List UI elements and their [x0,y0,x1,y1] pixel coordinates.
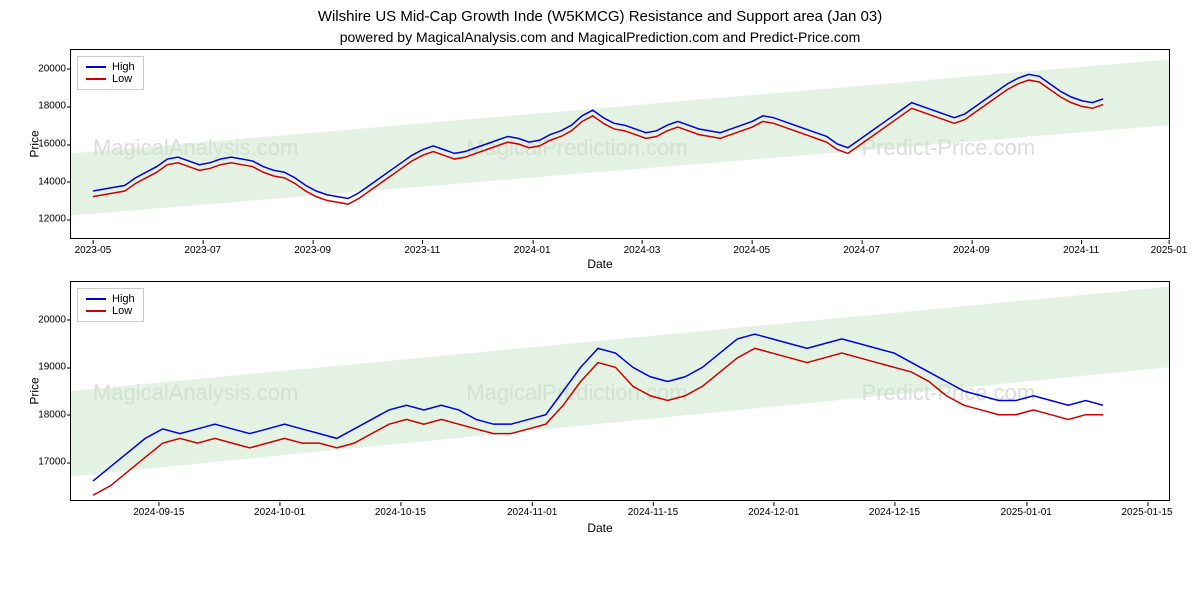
top-chart: High Low Price MagicalAnalysis.com Magic… [70,49,1170,239]
legend-high-line [86,298,106,300]
xtick: 2023-05 [75,245,112,256]
xtick: 2024-10-15 [375,507,426,518]
xtick: 2024-03 [624,245,661,256]
ytick: 20000 [26,63,66,74]
chart-title: Wilshire US Mid-Cap Growth Inde (W5KMCG)… [0,0,1200,25]
xtick: 2024-09 [953,245,990,256]
legend-bottom: High Low [77,288,144,322]
xlabel-top: Date [0,257,1200,271]
ytick: 14000 [26,176,66,187]
legend-low-label: Low [112,305,132,317]
xtick: 2025-01-01 [1001,507,1052,518]
xtick: 2024-11 [1063,245,1099,256]
xtick: 2023-11 [404,245,440,256]
xtick: 2024-11-15 [628,507,678,518]
xtick: 2025-01-15 [1121,507,1172,518]
ytick: 18000 [26,101,66,112]
ytick: 17000 [26,457,66,468]
xlabel-bottom: Date [0,521,1200,535]
bottom-chart: High Low Price MagicalAnalysis.com Magic… [70,281,1170,501]
ytick: 12000 [26,214,66,225]
ylabel-bottom: Price [28,377,42,404]
legend-high-label: High [112,61,135,73]
ytick: 16000 [26,139,66,150]
xtick: 2025-01 [1151,245,1188,256]
legend-low-line [86,78,106,80]
xtick: 2024-09-15 [133,507,184,518]
legend-top: High Low [77,56,144,90]
legend-high-line [86,66,106,68]
xtick: 2023-09 [294,245,331,256]
ytick: 19000 [26,362,66,373]
xtick: 2024-01 [514,245,551,256]
ytick: 20000 [26,314,66,325]
chart-subtitle: powered by MagicalAnalysis.com and Magic… [0,25,1200,49]
xtick: 2024-11-01 [507,507,557,518]
legend-low-line [86,310,106,312]
legend-low-label: Low [112,73,132,85]
ytick: 18000 [26,409,66,420]
xtick: 2024-12-15 [869,507,920,518]
xtick: 2024-05 [733,245,770,256]
top-plot-svg [71,50,1169,238]
xtick: 2024-12-01 [748,507,799,518]
bottom-plot-svg [71,282,1169,500]
xtick: 2024-07 [843,245,880,256]
xtick: 2023-07 [184,245,221,256]
xtick: 2024-10-01 [254,507,305,518]
legend-high-label: High [112,293,135,305]
